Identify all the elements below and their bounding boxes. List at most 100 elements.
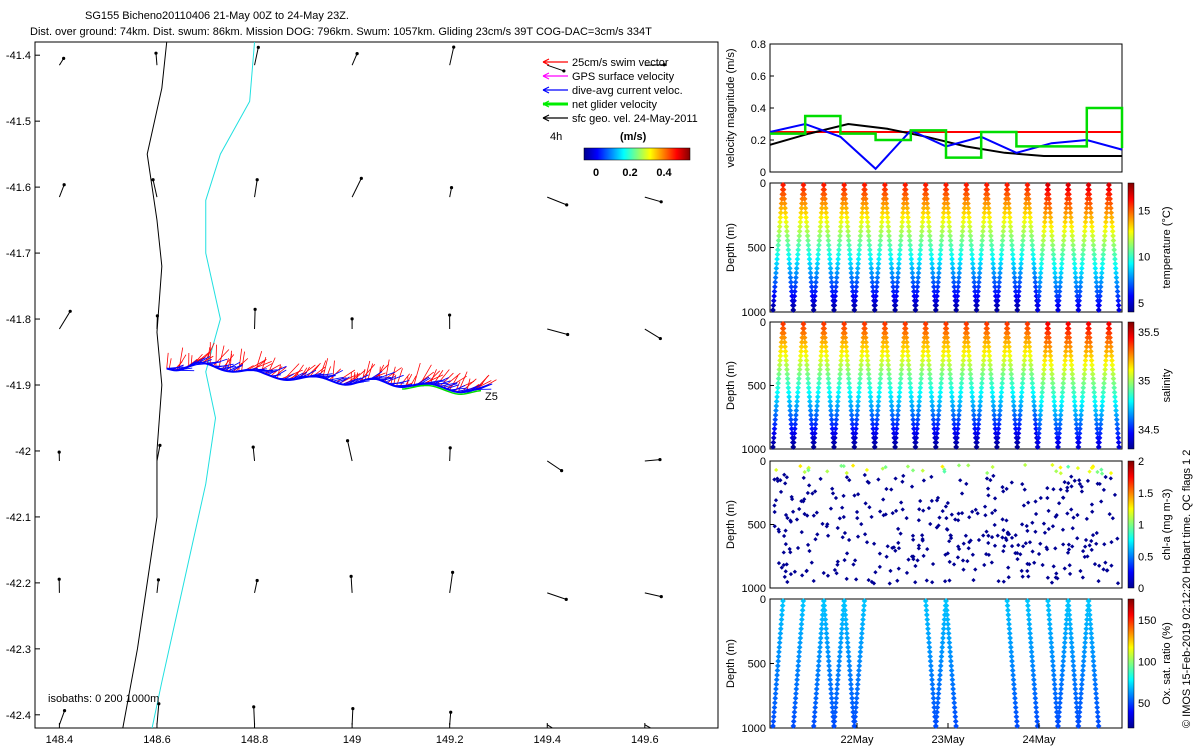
- temperature-profile-sample: [825, 228, 831, 234]
- temperature-profile-sample: [872, 303, 878, 309]
- salinity-profile-sample: [1089, 362, 1095, 368]
- chla-sample: [901, 507, 905, 511]
- oxygen-profile-sample: [1010, 672, 1016, 678]
- salinity-profile-sample: [836, 380, 842, 386]
- oxygen-profile-sample: [1089, 635, 1095, 641]
- isobath-1000m: [123, 42, 167, 728]
- chla-sample: [888, 581, 892, 585]
- salinity-profile-sample: [1039, 390, 1045, 396]
- temperature-profile-sample: [1006, 201, 1012, 207]
- temperature-profile-sample: [1005, 187, 1011, 193]
- temperature-profile-sample: [915, 284, 921, 290]
- temperature-profile-sample: [956, 270, 962, 276]
- oxygen-profile-sample: [776, 649, 782, 655]
- temperature-profile-sample: [968, 233, 974, 239]
- chla-sample: [922, 478, 926, 482]
- oxygen-profile-sample: [1047, 621, 1053, 627]
- oxygen-profile-sample: [1034, 714, 1040, 720]
- temperature-profile-sample: [879, 224, 885, 230]
- chla-sample: [1061, 542, 1065, 546]
- chla-sample: [930, 580, 934, 584]
- chla-sample: [885, 555, 889, 559]
- temperature-profile-sample: [910, 275, 916, 281]
- temperature-profile-sample: [1072, 266, 1078, 272]
- oxygen-profile-sample: [1030, 663, 1036, 669]
- temperature-profile-sample: [869, 275, 875, 281]
- salinity-profile-sample: [986, 349, 992, 355]
- chla-sample: [1073, 479, 1077, 483]
- salinity-profile-sample: [848, 403, 854, 409]
- oxygen-profile-sample: [792, 709, 798, 715]
- salinity-profile-sample: [1101, 385, 1107, 391]
- oxygen-profile-sample: [1057, 700, 1063, 706]
- oxygen-profile-sample: [817, 644, 823, 650]
- chla-sample: [1058, 465, 1062, 469]
- salinity-profile-sample: [907, 376, 913, 382]
- map-y-tick-label: -41.7: [6, 248, 31, 260]
- salinity-profile-sample: [868, 403, 874, 409]
- oxygen-profile-sample: [1087, 617, 1093, 623]
- salinity-profile-sample: [1070, 376, 1076, 382]
- salinity-profile-sample: [795, 394, 801, 400]
- temperature-profile-sample: [948, 247, 954, 253]
- temperature-profile-sample: [936, 270, 942, 276]
- oxygen-profile-sample: [1027, 631, 1033, 637]
- chla-sample: [915, 558, 919, 562]
- temperature-profile-sample: [773, 275, 779, 281]
- salinity-profile-sample: [988, 371, 994, 377]
- temperature-profile-sample: [1009, 242, 1015, 248]
- temperature-profile-sample: [986, 210, 992, 216]
- temperature-profile-sample: [783, 219, 789, 225]
- chla-sample: [946, 501, 950, 505]
- salinity-profile-sample: [948, 385, 954, 391]
- salinity-profile-sample: [772, 421, 778, 427]
- chla-sample: [1037, 552, 1041, 556]
- salinity-profile-sample: [979, 376, 985, 382]
- temperature-profile-sample: [847, 247, 853, 253]
- temperature-profile-sample: [1112, 261, 1118, 267]
- oxygen-profile-sample: [846, 649, 852, 655]
- oxygen-profile-sample: [1066, 603, 1072, 609]
- oxygen-profile-sample: [853, 705, 859, 711]
- temperature-profile-sample: [1020, 238, 1026, 244]
- salinity-profile-sample: [910, 408, 916, 414]
- chla-sample: [1071, 516, 1075, 520]
- map-x-tick-label: 149.6: [631, 734, 659, 746]
- temperature-profile-sample: [1114, 284, 1120, 290]
- chla-sample: [1061, 528, 1065, 532]
- temperature-profile-sample: [828, 266, 834, 272]
- salinity-profile-sample: [980, 367, 986, 373]
- salinity-profile-sample: [1108, 344, 1114, 350]
- salinity-profile-sample: [1088, 344, 1094, 350]
- temperature-profile-sample: [947, 228, 953, 234]
- oxygen-profile-sample: [1067, 617, 1073, 623]
- temperature-profile-sample: [1039, 261, 1045, 267]
- salinity-profile-sample: [1111, 376, 1117, 382]
- chla-sample: [897, 566, 901, 570]
- salinity-profile-sample: [886, 367, 892, 373]
- temperature-profile-sample: [1042, 224, 1048, 230]
- temperature-profile-sample: [1020, 233, 1026, 239]
- chla-sample: [1046, 576, 1050, 580]
- salinity-profile-sample: [968, 371, 974, 377]
- chla-sample: [944, 516, 948, 520]
- salinity-profile-sample: [1078, 417, 1084, 423]
- temperature-profile-sample: [1052, 275, 1058, 281]
- chla-sample: [1105, 568, 1109, 572]
- temperature-profile-sample: [806, 247, 812, 253]
- temperature-profile-sample: [795, 247, 801, 253]
- temperature-profile-sample: [836, 242, 842, 248]
- temperature-profile-sample: [821, 187, 827, 193]
- salinity-profile-sample: [907, 371, 913, 377]
- salinity-profile-sample: [1088, 349, 1094, 355]
- salinity-profile-sample: [1048, 353, 1054, 359]
- oxygen-profile-sample: [827, 677, 833, 683]
- salinity-profile-sample: [807, 399, 813, 405]
- salinity-ytick: 500: [748, 381, 766, 393]
- oxygen-profile-sample: [1028, 640, 1034, 646]
- temperature-profile-sample: [958, 252, 964, 258]
- chla-sample: [1066, 551, 1070, 555]
- salinity-profile-sample: [775, 385, 781, 391]
- salinity-profile-sample: [858, 362, 864, 368]
- salinity-profile-sample: [977, 403, 983, 409]
